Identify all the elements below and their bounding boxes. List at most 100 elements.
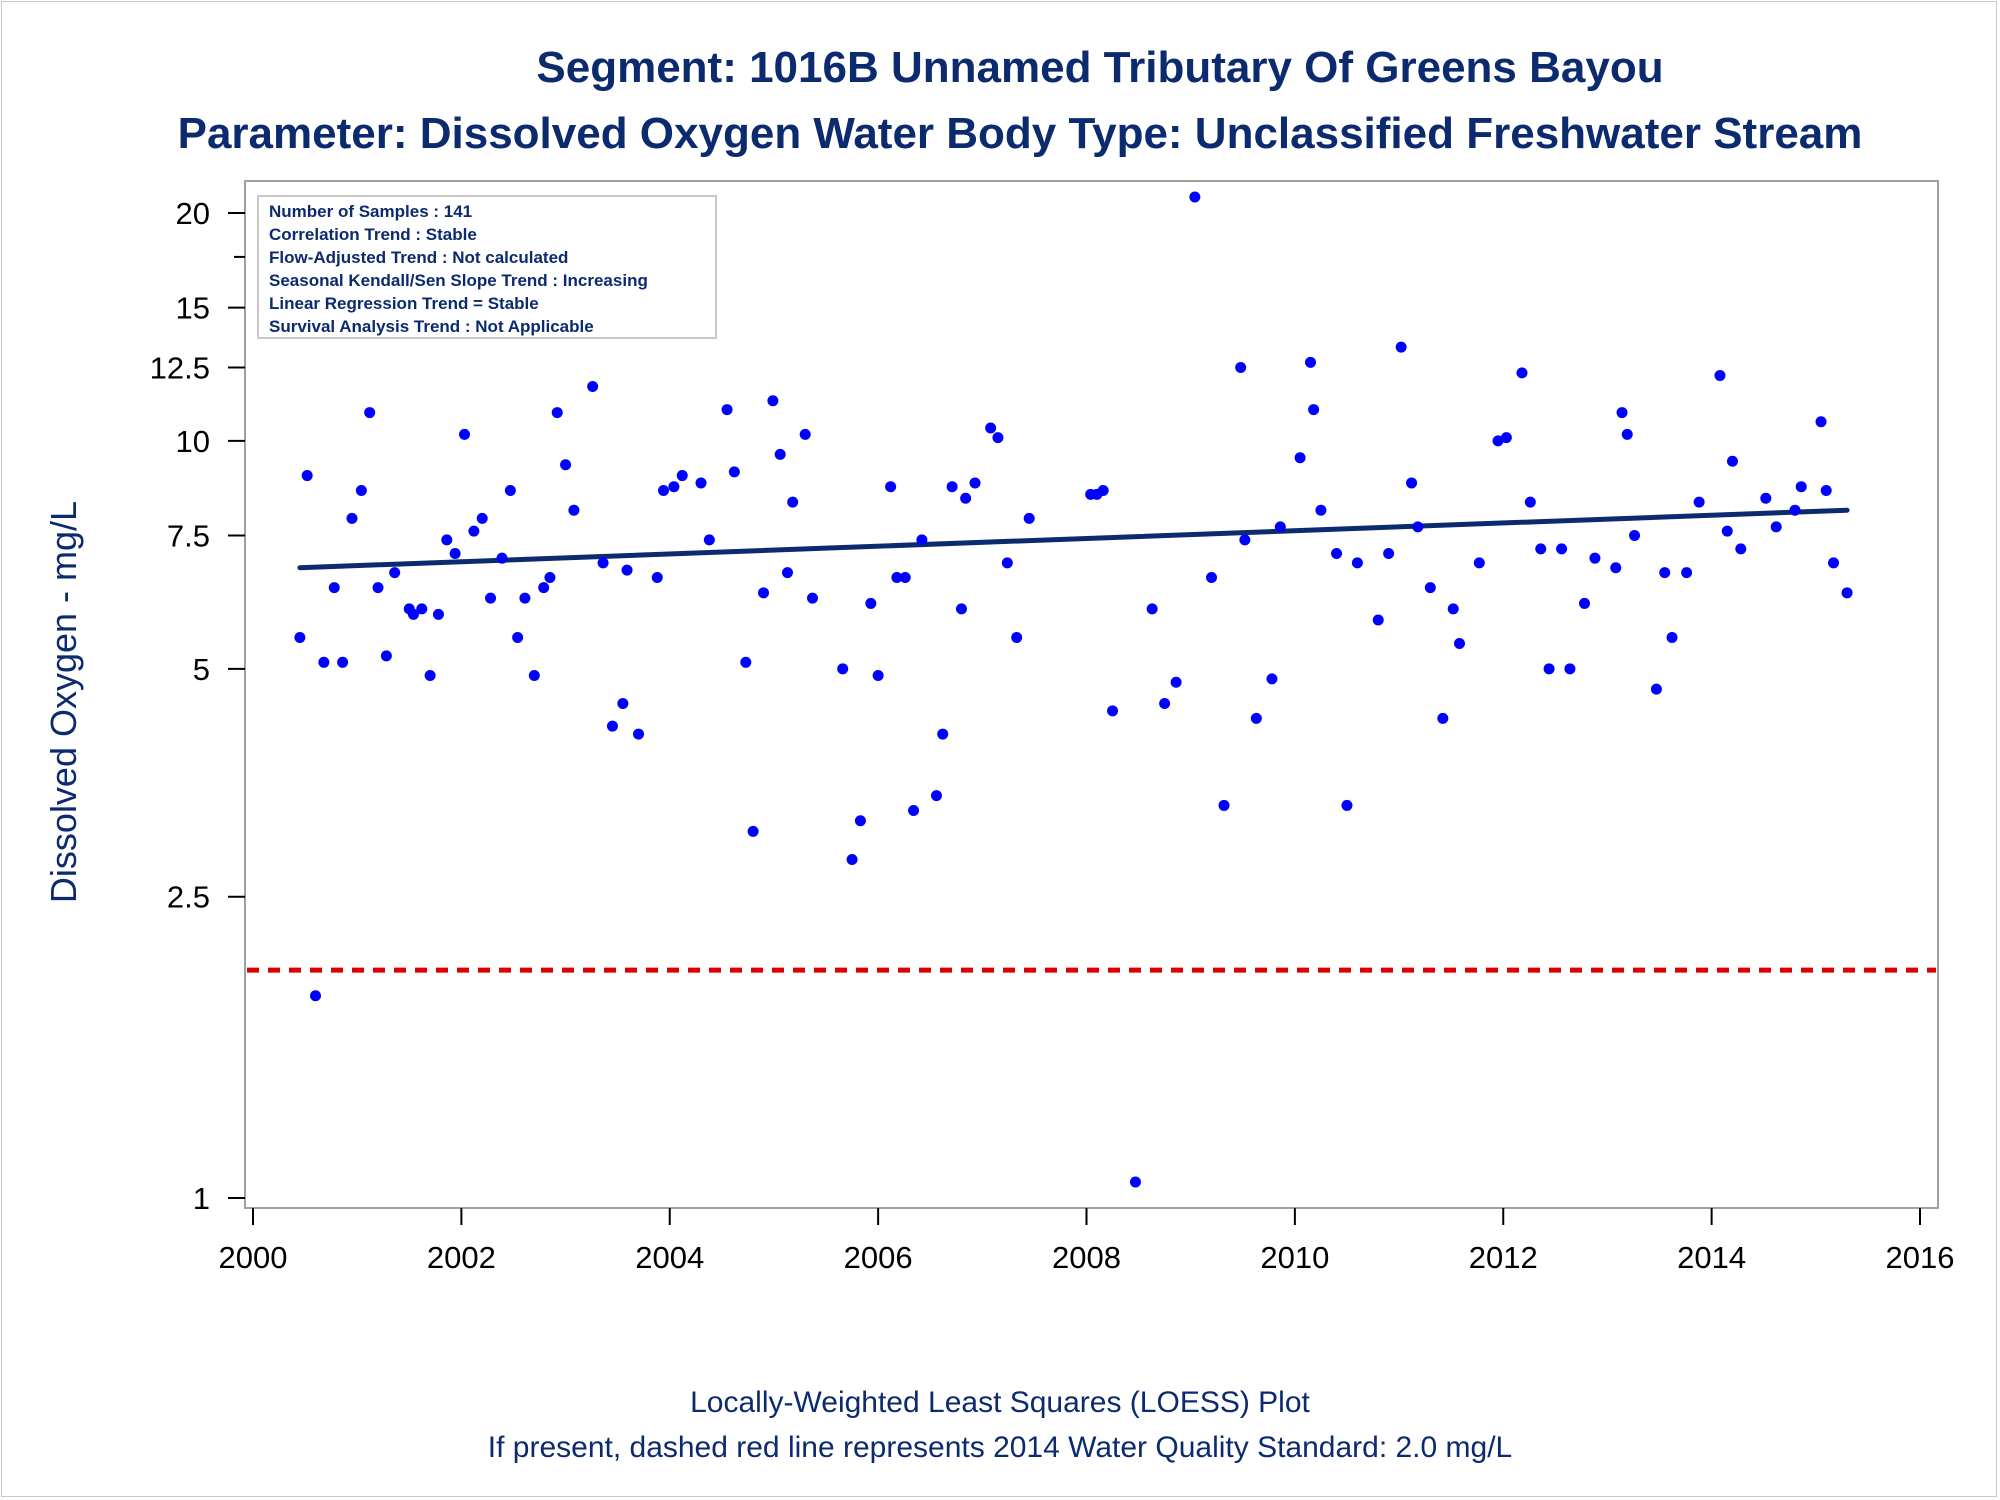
data-point bbox=[424, 669, 436, 681]
data-point bbox=[1650, 683, 1662, 695]
x-tick-label: 2008 bbox=[1052, 1240, 1121, 1275]
data-point bbox=[1828, 557, 1840, 569]
data-point bbox=[519, 592, 531, 604]
data-point bbox=[1383, 548, 1395, 560]
data-point bbox=[449, 548, 461, 560]
data-point bbox=[528, 669, 540, 681]
data-point bbox=[1621, 428, 1633, 440]
data-point bbox=[1250, 712, 1262, 724]
trend-line-layer bbox=[297, 507, 1850, 571]
data-point bbox=[1610, 562, 1622, 574]
data-point bbox=[721, 404, 733, 416]
data-point bbox=[441, 534, 453, 546]
data-point bbox=[676, 470, 688, 482]
data-point bbox=[1294, 452, 1306, 464]
info-box-border bbox=[257, 195, 717, 339]
x-tick-label: 2004 bbox=[635, 1240, 704, 1275]
data-point bbox=[1206, 572, 1218, 584]
data-point bbox=[621, 564, 633, 576]
data-point bbox=[1424, 582, 1436, 594]
data-point bbox=[504, 484, 516, 496]
data-point bbox=[1305, 356, 1317, 368]
data-point bbox=[891, 572, 903, 584]
data-point bbox=[985, 422, 997, 434]
data-point bbox=[468, 525, 480, 537]
data-point bbox=[916, 534, 928, 546]
data-point bbox=[774, 448, 786, 460]
x-tick-label: 2010 bbox=[1260, 1240, 1329, 1275]
data-point bbox=[1447, 603, 1459, 615]
data-point bbox=[1097, 484, 1109, 496]
info-line-correlation: Correlation Trend : Stable bbox=[269, 225, 477, 244]
y-tick-label: 5 bbox=[193, 652, 210, 687]
data-point bbox=[1341, 799, 1353, 811]
data-point bbox=[1721, 525, 1733, 537]
data-point bbox=[416, 603, 428, 615]
data-point bbox=[1770, 521, 1782, 533]
y-tick-label: 15 bbox=[176, 291, 210, 326]
data-point bbox=[597, 557, 609, 569]
data-point bbox=[512, 631, 524, 643]
data-point bbox=[538, 582, 550, 594]
data-point bbox=[1789, 504, 1801, 516]
data-point bbox=[1235, 362, 1247, 374]
data-point bbox=[380, 650, 392, 662]
data-point bbox=[606, 720, 618, 732]
data-point bbox=[1616, 407, 1628, 419]
data-point bbox=[355, 484, 367, 496]
y-tick-label: 20 bbox=[176, 196, 210, 231]
data-point bbox=[1693, 496, 1705, 508]
data-point bbox=[1820, 484, 1832, 496]
y-tick-label: 7.5 bbox=[167, 518, 210, 553]
data-point bbox=[560, 459, 572, 471]
data-point bbox=[1556, 543, 1568, 555]
info-line-flow-adjusted: Flow-Adjusted Trend : Not calculated bbox=[269, 248, 568, 267]
x-tick-label: 2012 bbox=[1469, 1240, 1538, 1275]
data-point bbox=[1266, 673, 1278, 685]
data-point bbox=[364, 407, 376, 419]
x-tick-label: 2006 bbox=[844, 1240, 913, 1275]
data-point bbox=[651, 572, 663, 584]
data-point bbox=[1492, 435, 1504, 447]
data-point bbox=[1659, 567, 1671, 579]
data-point bbox=[885, 481, 897, 493]
data-point bbox=[632, 728, 644, 740]
data-point bbox=[1395, 341, 1407, 353]
data-point bbox=[1473, 557, 1485, 569]
data-point bbox=[568, 504, 580, 516]
data-point bbox=[346, 512, 358, 524]
info-line-samples: Number of Samples : 141 bbox=[269, 202, 472, 221]
data-point bbox=[1107, 705, 1119, 717]
data-points-layer bbox=[294, 191, 1853, 1188]
data-point bbox=[1331, 548, 1343, 560]
data-point bbox=[1189, 191, 1201, 203]
x-tick-label: 2016 bbox=[1886, 1240, 1955, 1275]
data-point bbox=[1714, 370, 1726, 382]
data-point bbox=[318, 656, 330, 668]
data-point bbox=[930, 790, 942, 802]
data-point bbox=[337, 656, 349, 668]
data-point bbox=[1308, 404, 1320, 416]
data-point bbox=[1841, 587, 1853, 599]
data-point bbox=[865, 597, 877, 609]
data-point bbox=[1239, 534, 1251, 546]
data-point bbox=[1274, 521, 1286, 533]
data-point bbox=[1129, 1176, 1141, 1188]
info-line-survival-analysis: Survival Analysis Trend : Not Applicable bbox=[269, 317, 594, 336]
data-point bbox=[1412, 521, 1424, 533]
data-point bbox=[1564, 663, 1576, 675]
data-point bbox=[476, 512, 488, 524]
y-tick-label: 1 bbox=[193, 1181, 210, 1216]
data-point bbox=[372, 582, 384, 594]
data-point bbox=[1146, 603, 1158, 615]
data-point bbox=[960, 492, 972, 504]
data-point bbox=[1170, 676, 1182, 688]
x-axis: 2000 2002 2004 2006 2008 2010 2012 2014 2016 bbox=[219, 1208, 1955, 1275]
loess-trend-line bbox=[297, 507, 1850, 571]
data-point bbox=[485, 592, 497, 604]
data-point bbox=[1001, 557, 1013, 569]
data-point bbox=[301, 470, 313, 482]
